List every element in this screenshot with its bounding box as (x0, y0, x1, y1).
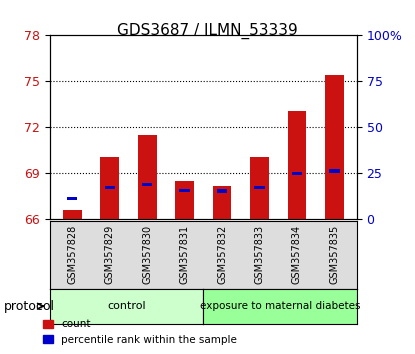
Text: GSM357832: GSM357832 (217, 225, 227, 284)
Bar (213, 186, 232, 219)
Bar (175, 181, 194, 219)
Legend: count, percentile rank within the sample: count, percentile rank within the sample (39, 315, 242, 349)
Bar (142, 183, 152, 186)
Text: GSM357829: GSM357829 (105, 225, 115, 284)
Bar (254, 185, 265, 189)
Bar (292, 172, 302, 175)
Bar (288, 110, 306, 219)
Text: protocol: protocol (4, 300, 55, 313)
Text: GSM357833: GSM357833 (254, 225, 264, 284)
Bar (100, 156, 119, 219)
Text: control: control (107, 301, 146, 311)
Bar (217, 189, 227, 193)
Text: GSM357835: GSM357835 (330, 225, 339, 284)
Text: GSM357830: GSM357830 (142, 225, 152, 284)
Text: GSM357831: GSM357831 (180, 225, 190, 284)
Bar (329, 170, 339, 173)
Text: GSM357828: GSM357828 (67, 225, 77, 284)
Bar (67, 197, 78, 200)
Bar (105, 185, 115, 189)
Bar (138, 135, 156, 219)
Bar (179, 189, 190, 192)
Bar (325, 75, 344, 219)
Text: GSM357834: GSM357834 (292, 225, 302, 284)
Text: exposure to maternal diabetes: exposure to maternal diabetes (200, 301, 360, 311)
Bar (250, 156, 269, 219)
Bar (63, 210, 82, 219)
Text: GDS3687 / ILMN_53339: GDS3687 / ILMN_53339 (117, 23, 298, 39)
